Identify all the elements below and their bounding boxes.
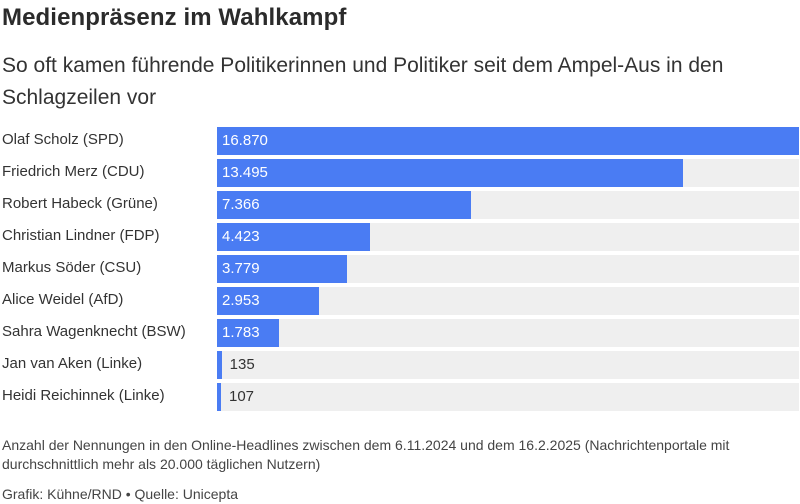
bar-track: 13.495 — [217, 159, 799, 187]
category-label: Sahra Wagenknecht (BSW) — [2, 323, 186, 340]
category-label: Robert Habeck (Grüne) — [2, 195, 158, 212]
bar-row: Sahra Wagenknecht (BSW) 1.783 — [0, 318, 800, 347]
chart-source: Grafik: Kühne/RND • Quelle: Unicepta — [2, 486, 239, 502]
category-label: Alice Weidel (AfD) — [2, 291, 124, 308]
chart-subtitle: So oft kamen führende Politikerinnen und… — [2, 54, 724, 109]
value-label: 1.783 — [222, 324, 260, 341]
bar-row: Heidi Reichinnek (Linke) 107 — [0, 382, 800, 411]
bar — [217, 191, 472, 219]
bar — [217, 383, 221, 411]
category-label: Friedrich Merz (CDU) — [2, 163, 145, 180]
value-label: 107 — [229, 388, 255, 405]
value-label: 7.366 — [222, 196, 260, 213]
bar — [217, 223, 370, 251]
chart-title: Medienpräsenz im Wahlkampf — [2, 4, 347, 31]
category-label: Markus Söder (CSU) — [2, 259, 142, 276]
category-label: Jan van Aken (Linke) — [2, 355, 143, 372]
bar-row: Friedrich Merz (CDU) 13.495 — [0, 158, 800, 187]
bar-chart: Olaf Scholz (SPD) 16.870 Friedrich Merz (C… — [0, 126, 800, 416]
bar-track: 1.783 — [217, 319, 799, 347]
value-label: 3.779 — [222, 260, 260, 277]
value-label: 16.870 — [222, 132, 268, 149]
chart-note: Anzahl der Nennungen in den Online-Headl… — [2, 437, 730, 472]
bar-row: Jan van Aken (Linke) 135 — [0, 350, 800, 379]
bar-track: 2.953 — [217, 287, 799, 315]
bar-row: Alice Weidel (AfD) 2.953 — [0, 286, 800, 315]
value-label: 2.953 — [222, 292, 260, 309]
bar — [217, 351, 222, 379]
bar — [217, 127, 799, 155]
bar-row: Christian Lindner (FDP) 4.423 — [0, 222, 800, 251]
bar-row: Markus Söder (CSU) 3.779 — [0, 254, 800, 283]
bar-track: 3.779 — [217, 255, 799, 283]
value-label: 13.495 — [222, 164, 268, 181]
bar — [217, 159, 683, 187]
bar-track: 107 — [217, 383, 799, 411]
bar-track: 135 — [217, 351, 799, 379]
bar — [217, 287, 319, 315]
bar-track: 7.366 — [217, 191, 799, 219]
value-label: 135 — [229, 356, 255, 373]
bar — [217, 319, 279, 347]
category-label: Christian Lindner (FDP) — [2, 227, 160, 244]
bar — [217, 255, 348, 283]
bar-track: 16.870 — [217, 127, 799, 155]
category-label: Olaf Scholz (SPD) — [2, 131, 124, 148]
bar-row: Olaf Scholz (SPD) 16.870 — [0, 126, 800, 155]
bar-track: 4.423 — [217, 223, 799, 251]
category-label: Heidi Reichinnek (Linke) — [2, 387, 165, 404]
value-label: 4.423 — [222, 228, 260, 245]
bar-row: Robert Habeck (Grüne) 7.366 — [0, 190, 800, 219]
